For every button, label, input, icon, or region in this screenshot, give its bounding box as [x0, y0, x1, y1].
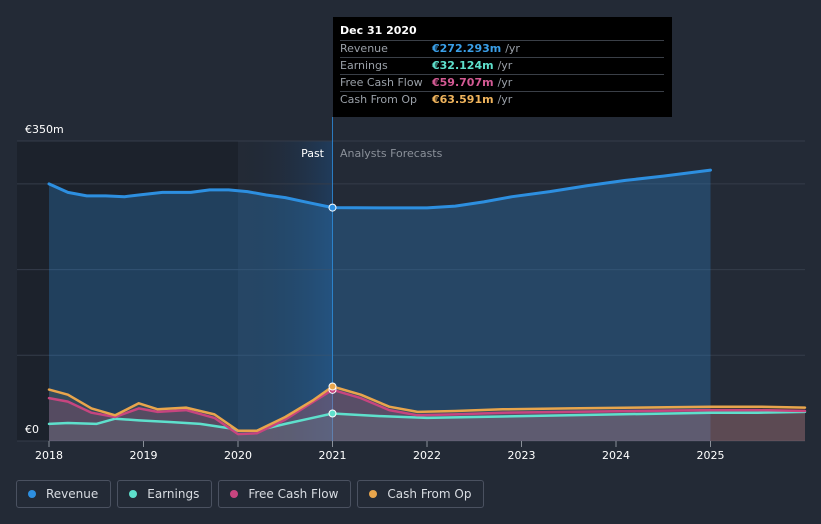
forecast-label: Analysts Forecasts: [340, 147, 443, 160]
tooltip-label: Revenue: [340, 42, 388, 55]
legend: Revenue Earnings Free Cash Flow Cash Fro…: [16, 480, 490, 508]
tooltip-unit: /yr: [497, 59, 513, 72]
earnings-line: [47, 410, 807, 432]
x-tick-label: 2022: [413, 449, 441, 462]
revenue-line: [47, 168, 712, 210]
legend-label: Revenue: [46, 487, 99, 501]
tooltip-value: €32.124m: [432, 59, 494, 72]
x-tick-label: 2025: [697, 449, 725, 462]
legend-item-cash-from-op[interactable]: Cash From Op: [357, 480, 485, 508]
cash-from-op-line: [47, 385, 807, 432]
x-tick-label: 2019: [130, 449, 158, 462]
past-label: Past: [301, 147, 325, 160]
legend-label: Free Cash Flow: [248, 487, 339, 501]
tooltip-value: €272.293m: [432, 42, 502, 55]
y-axis-bottom-label: €0: [25, 423, 39, 436]
financial-chart: €350m €0 Past Analysts Forecasts 2018 201…: [17, 117, 807, 462]
x-tick-label: 2020: [224, 449, 252, 462]
y-axis-top-label: €350m: [25, 123, 64, 136]
free-cash-flow-dot-icon: [230, 490, 239, 498]
series-areas: [49, 170, 805, 441]
tooltip-unit: /yr: [497, 93, 513, 106]
legend-item-earnings[interactable]: Earnings: [117, 480, 213, 508]
highlight-markers: [328, 203, 337, 418]
x-tick-label: 2018: [35, 449, 63, 462]
x-axis-ticks: 2018 2019 2020 2021 2022 2023 2024 2025: [35, 441, 725, 462]
legend-item-revenue[interactable]: Revenue: [16, 480, 112, 508]
x-tick-label: 2021: [319, 449, 347, 462]
tooltip-unit: /yr: [505, 42, 520, 55]
cash-from-op-dot-icon: [369, 490, 378, 498]
tooltip-date: Dec 31 2020: [340, 24, 417, 37]
earnings-dot-icon: [129, 490, 138, 498]
tooltip-value: €63.591m: [432, 93, 494, 106]
tooltip-label: Cash From Op: [340, 93, 418, 106]
tooltip-row-earnings: Earnings €32.124m /yr: [340, 57, 664, 74]
tooltip-row-cash-from-op: Cash From Op €63.591m /yr: [340, 91, 664, 108]
earnings-marker: [328, 409, 337, 418]
cash-from-op-area: [49, 386, 805, 441]
legend-label: Earnings: [147, 487, 200, 501]
revenue-marker: [328, 203, 337, 212]
series-lines: [47, 168, 807, 436]
revenue-area: [49, 170, 711, 441]
past-region-highlight: [238, 141, 333, 441]
tooltip-row-free-cash-flow: Free Cash Flow €59.707m /yr: [340, 74, 664, 91]
gridlines: [17, 117, 805, 442]
legend-item-free-cash-flow[interactable]: Free Cash Flow: [218, 480, 352, 508]
x-tick-label: 2023: [508, 449, 536, 462]
x-tick-label: 2024: [602, 449, 630, 462]
tooltip-row-revenue: Revenue €272.293m /yr: [340, 40, 664, 57]
tooltip-value: €59.707m: [432, 76, 494, 89]
cash-from-op-marker: [328, 382, 337, 391]
tooltip: Dec 31 2020 Revenue €272.293m /yr Earnin…: [333, 17, 672, 117]
revenue-dot-icon: [28, 490, 36, 498]
tooltip-label: Free Cash Flow: [340, 76, 423, 89]
tooltip-label: Earnings: [340, 59, 388, 72]
tooltip-unit: /yr: [497, 76, 513, 89]
legend-label: Cash From Op: [387, 487, 472, 501]
free-cash-flow-line: [47, 388, 807, 436]
